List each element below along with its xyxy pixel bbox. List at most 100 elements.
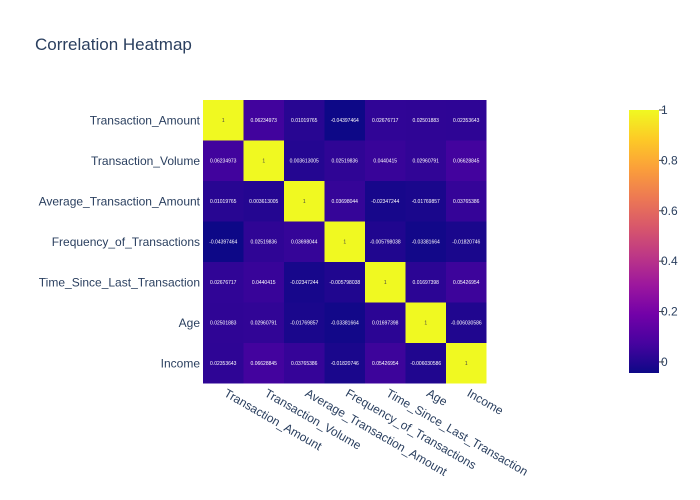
heatmap-cell — [203, 100, 244, 141]
heatmap-cell — [446, 302, 487, 343]
heatmap-cell-value: 0.06628845 — [251, 361, 278, 367]
x-axis-tick-labels: Transaction_AmountTransaction_VolumeAver… — [222, 386, 531, 479]
heatmap-cell-value: 0.05426954 — [372, 361, 399, 367]
heatmap-cell — [365, 221, 406, 262]
heatmap-cell-value: 0.03698044 — [332, 199, 359, 205]
heatmap-cells: 1 0.06234973 0.01019765 -0.04397464 0.026767… — [203, 100, 487, 384]
heatmap-cell-value: 1 — [343, 240, 346, 246]
heatmap-cell — [284, 343, 325, 384]
heatmap-cell-value: 0.05426954 — [453, 280, 480, 286]
colorbar: 0 0.2 0.4 0.6 0.8 1 — [629, 103, 678, 373]
heatmap-cell — [365, 100, 406, 141]
heatmap-cell-value: -0.01820746 — [452, 240, 480, 246]
heatmap-cell-value: 0.02519836 — [332, 159, 359, 165]
heatmap-cell-value: 0.02501883 — [210, 321, 237, 327]
heatmap-cell — [365, 343, 406, 384]
heatmap-cell — [365, 262, 406, 303]
heatmap-cell — [243, 262, 284, 303]
heatmap-cell — [203, 140, 244, 181]
heatmap-cell-value: 0.003613005 — [249, 199, 278, 205]
heatmap-cell — [284, 221, 325, 262]
heatmap-cell-value: -0.01769857 — [412, 199, 440, 205]
heatmap-cell-value: 0.0440415 — [252, 280, 276, 286]
y-tick-label: Frequency_of_Transactions — [52, 235, 200, 249]
heatmap-cell-value: 0.02519836 — [251, 240, 278, 246]
heatmap-cell — [405, 140, 446, 181]
heatmap-cell-value: -0.005798038 — [329, 280, 360, 286]
heatmap-cell-value: -0.006030586 — [451, 321, 482, 327]
heatmap-cell — [324, 262, 365, 303]
heatmap-cell — [243, 100, 284, 141]
heatmap-cell — [203, 302, 244, 343]
heatmap-cell-value: 0.06234973 — [251, 118, 278, 124]
heatmap-cell-value: 0.0440415 — [373, 159, 397, 165]
heatmap-cell-value: 0.01697398 — [413, 280, 440, 286]
colorbar-tick-label: 0.6 — [661, 204, 678, 218]
heatmap-cell — [284, 140, 325, 181]
heatmap-cell — [405, 262, 446, 303]
y-tick-label: Average_Transaction_Amount — [39, 194, 201, 208]
heatmap-cell-value: 0.02960791 — [251, 321, 278, 327]
heatmap-cell — [243, 221, 284, 262]
heatmap-cell — [243, 181, 284, 222]
y-tick-label: Transaction_Volume — [91, 154, 200, 168]
heatmap-cell — [324, 302, 365, 343]
heatmap-cell-value: 1 — [262, 159, 265, 165]
heatmap-cell — [203, 343, 244, 384]
heatmap-cell-value: -0.04397464 — [331, 118, 359, 124]
heatmap-cell — [324, 140, 365, 181]
colorbar-gradient — [629, 110, 659, 373]
heatmap-cell — [405, 100, 446, 141]
heatmap-cell — [243, 302, 284, 343]
heatmap-cell-value: -0.005798038 — [370, 240, 401, 246]
y-axis-tick-labels: Transaction_Amount Transaction_Volume Aver… — [39, 113, 201, 370]
heatmap-cell-value: 0.03698044 — [291, 240, 318, 246]
heatmap-cell-value: 0.02676717 — [210, 280, 237, 286]
heatmap-cell — [324, 221, 365, 262]
heatmap-cell-value: 1 — [303, 199, 306, 205]
colorbar-tick-label: 0.2 — [661, 305, 678, 319]
x-tick-label: Age — [424, 386, 450, 409]
y-tick-label: Transaction_Amount — [90, 113, 201, 127]
heatmap-cell — [405, 343, 446, 384]
heatmap-cell-value: 0.02960791 — [413, 159, 440, 165]
heatmap-cell — [365, 140, 406, 181]
heatmap-cell-value: -0.01769857 — [290, 321, 318, 327]
heatmap-cell — [446, 100, 487, 141]
heatmap-cell — [446, 140, 487, 181]
heatmap-cell-value: -0.04397464 — [209, 240, 237, 246]
heatmap-cell-value: -0.01820746 — [331, 361, 359, 367]
heatmap-cell — [203, 262, 244, 303]
colorbar-tick-label: 0.8 — [661, 153, 678, 167]
heatmap-cell — [284, 262, 325, 303]
heatmap-cell — [284, 302, 325, 343]
heatmap-cell — [324, 181, 365, 222]
heatmap-cell-value: -0.03381664 — [412, 240, 440, 246]
heatmap-cell-value: 0.02676717 — [372, 118, 399, 124]
heatmap-cell — [243, 343, 284, 384]
x-tick-label: Income — [465, 386, 506, 418]
y-tick-label: Income — [161, 356, 201, 370]
heatmap-cell-value: 0.02353643 — [453, 118, 480, 124]
heatmap-cell-value: 0.06628845 — [453, 159, 480, 165]
heatmap-cell-value: 0.03765386 — [291, 361, 318, 367]
heatmap-cell — [446, 343, 487, 384]
heatmap-cell — [405, 221, 446, 262]
colorbar-tick-label: 0 — [661, 355, 668, 369]
heatmap-cell — [446, 181, 487, 222]
heatmap-cell — [365, 181, 406, 222]
heatmap-cell-value: -0.03381664 — [331, 321, 359, 327]
heatmap-cell — [405, 302, 446, 343]
heatmap-cell — [284, 100, 325, 141]
heatmap-cell-value: 0.003613005 — [290, 159, 319, 165]
heatmap-cell-value: 0.02501883 — [413, 118, 440, 124]
heatmap-cell-value: 1 — [384, 280, 387, 286]
heatmap-cell-value: 0.01019765 — [210, 199, 237, 205]
heatmap-cell — [405, 181, 446, 222]
heatmap-cell — [203, 181, 244, 222]
y-tick-label: Time_Since_Last_Transaction — [39, 275, 200, 289]
heatmap-cell-value: -0.006030586 — [410, 361, 441, 367]
heatmap-cell — [284, 181, 325, 222]
heatmap-cell-value: 0.02353643 — [210, 361, 237, 367]
